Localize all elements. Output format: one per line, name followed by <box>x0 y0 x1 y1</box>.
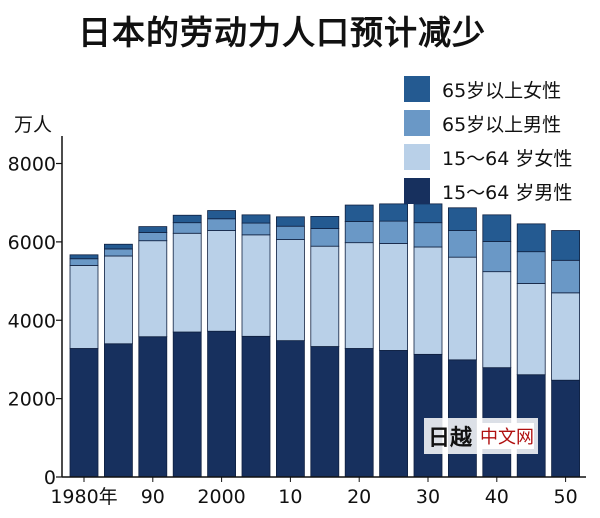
bar-segment <box>69 254 99 260</box>
x-tick-label: 90 <box>141 486 165 508</box>
legend-item: 15～64 岁男性 <box>404 174 572 208</box>
bar-segment <box>69 264 99 349</box>
bar-segment <box>104 343 133 478</box>
legend-label: 15～64 岁女性 <box>442 147 573 170</box>
legend-swatch <box>404 144 430 170</box>
y-tick-label: 8000 <box>8 154 56 176</box>
x-tick-label: 20 <box>347 486 371 508</box>
bar-segment <box>275 225 305 240</box>
legend-label: 65岁以上女性 <box>442 79 562 102</box>
bar-segment <box>241 214 271 224</box>
bar-segment <box>104 243 133 250</box>
bar-segment <box>551 259 580 294</box>
bar-segment <box>310 216 340 229</box>
bar-segment <box>344 204 374 222</box>
bar-segment <box>69 258 99 266</box>
bar-segment <box>207 210 237 220</box>
bar-segment <box>447 256 477 361</box>
legend-swatch <box>404 76 430 102</box>
bar-segment <box>310 228 340 247</box>
bar-segment <box>207 230 237 332</box>
x-tick-label: 10 <box>278 486 302 508</box>
legend-label: 65岁以上男性 <box>442 113 562 136</box>
bar-segment <box>482 271 512 369</box>
bar-segment <box>104 255 133 345</box>
bar-segment <box>310 346 340 478</box>
legend-label: 15～64 岁男性 <box>442 181 573 204</box>
legend-item: 65岁以上女性 <box>404 72 572 106</box>
bar-segment <box>138 336 168 478</box>
bar-segment <box>275 340 305 478</box>
bar-segment <box>413 246 443 355</box>
y-tick-label: 4000 <box>8 310 56 332</box>
bar-segment <box>207 330 237 478</box>
bar-segment <box>379 350 409 478</box>
legend-item: 65岁以上男性 <box>404 106 572 140</box>
bar-segment <box>344 242 374 349</box>
bar-segment <box>241 335 271 478</box>
bar-segment <box>413 353 443 478</box>
bar-segment <box>516 283 546 376</box>
bar-segment <box>310 245 340 347</box>
bar-segment <box>482 214 512 242</box>
bar-segment <box>379 203 409 222</box>
y-tick-label: 2000 <box>8 389 56 411</box>
legend: 65岁以上女性 65岁以上男性 15～64 岁女性 15～64 岁男性 <box>404 72 572 208</box>
legend-swatch <box>404 178 430 204</box>
y-tick-label: 0 <box>44 467 56 489</box>
bar-segment <box>344 348 374 478</box>
bar-segment <box>172 214 202 224</box>
bar-segment <box>516 251 546 284</box>
bar-segment <box>207 218 237 231</box>
bar-segment <box>516 223 546 253</box>
bar-segment <box>551 379 580 478</box>
bar-segment <box>104 248 133 257</box>
bar-segment <box>138 232 168 242</box>
x-tick-label: 2000 <box>197 486 245 508</box>
x-tick-label: 1980年 <box>50 486 117 508</box>
bar-segment <box>172 331 202 478</box>
bar-segment <box>551 292 580 381</box>
bar-segment <box>69 348 99 478</box>
bar-segment <box>379 243 409 351</box>
legend-item: 15～64 岁女性 <box>404 140 572 174</box>
y-axis-label: 万人 <box>14 114 52 136</box>
bar-segment <box>275 216 305 227</box>
y-tick-label: 6000 <box>8 232 56 254</box>
bar-segment <box>413 222 443 248</box>
bar-segment <box>344 221 374 244</box>
watermark-logo: 日越 <box>428 425 473 451</box>
bar-segment <box>241 234 271 337</box>
x-tick-label: 50 <box>554 486 578 508</box>
bar-segment <box>482 241 512 273</box>
bar-segment <box>275 239 305 342</box>
bar-segment <box>138 226 168 233</box>
bar-segment <box>447 207 477 231</box>
bar-segment <box>241 222 271 236</box>
legend-swatch <box>404 110 430 136</box>
bar-segment <box>447 230 477 258</box>
watermark-text: 中文网 <box>480 423 535 449</box>
bar-segment <box>172 232 202 333</box>
watermark: 日越 中文网 <box>424 418 539 454</box>
bar-segment <box>172 222 202 234</box>
bar-segment <box>138 240 168 338</box>
bar-segment <box>379 220 409 244</box>
bar-segment <box>551 230 580 261</box>
x-tick-label: 40 <box>485 486 509 508</box>
x-tick-label: 30 <box>416 486 440 508</box>
chart-title: 日本的劳动力人口预计减少 <box>78 13 486 52</box>
